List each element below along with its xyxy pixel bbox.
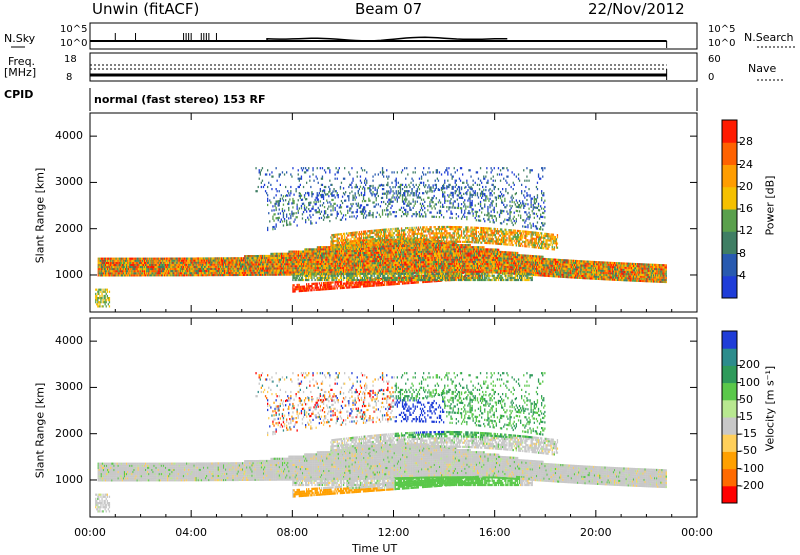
power-cell [483,246,484,248]
power-cell [517,252,518,254]
nsky-panel-frame [90,23,697,49]
power-cell [498,249,499,251]
freq-panel-frame [90,53,697,81]
freq-trace [90,65,667,80]
rti-plot [0,0,800,554]
nsky-trace [90,33,667,48]
power-heatmap [95,167,667,307]
power-cell [470,244,471,246]
